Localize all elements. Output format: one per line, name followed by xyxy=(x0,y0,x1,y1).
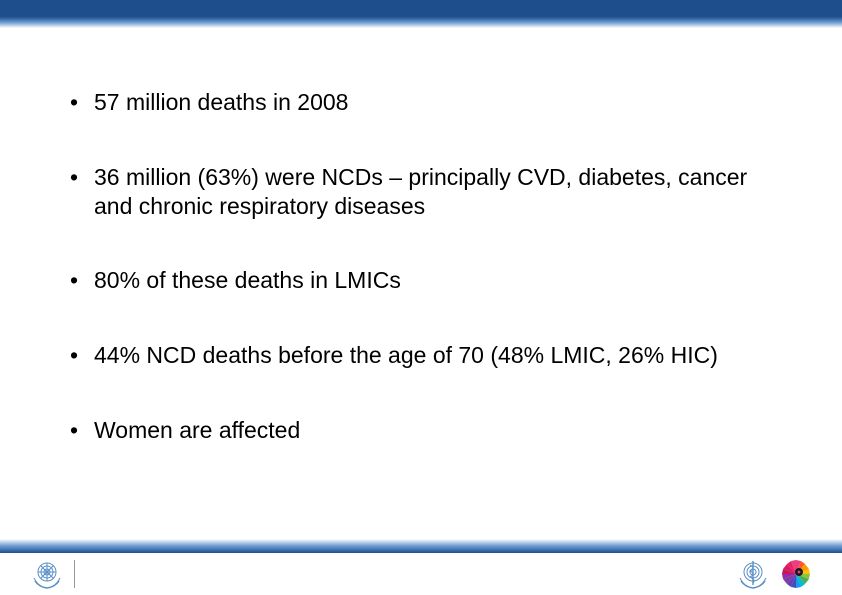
bullet-text: 44% NCD deaths before the age of 70 (48%… xyxy=(94,342,718,368)
bullet-text: 57 million deaths in 2008 xyxy=(94,89,348,115)
footer-strip xyxy=(0,553,842,595)
bullet-text: 80% of these deaths in LMICs xyxy=(94,267,401,293)
content-area: 57 million deaths in 2008 36 million (63… xyxy=(0,28,842,595)
un-laurel-emblem-icon xyxy=(30,559,64,589)
bullet-list: 57 million deaths in 2008 36 million (63… xyxy=(60,88,782,445)
bullet-item: 44% NCD deaths before the age of 70 (48%… xyxy=(60,341,782,370)
bullet-item: 36 million (63%) were NCDs – principally… xyxy=(60,163,782,221)
slide: 57 million deaths in 2008 36 million (63… xyxy=(0,0,842,595)
bullet-item: Women are affected xyxy=(60,416,782,445)
bullet-text: Women are affected xyxy=(94,417,300,443)
footer-right-group xyxy=(736,559,812,589)
footer xyxy=(0,539,842,595)
bullet-item: 80% of these deaths in LMICs xyxy=(60,266,782,295)
bullet-text: 36 million (63%) were NCDs – principally… xyxy=(94,164,747,219)
header-gradient-bar xyxy=(0,0,842,28)
bullet-item: 57 million deaths in 2008 xyxy=(60,88,782,117)
who-emblem-icon xyxy=(736,559,770,589)
colored-radial-badge-icon xyxy=(780,559,812,589)
footer-left-group xyxy=(30,559,75,589)
footer-gradient-bar xyxy=(0,539,842,553)
footer-divider xyxy=(74,560,75,588)
